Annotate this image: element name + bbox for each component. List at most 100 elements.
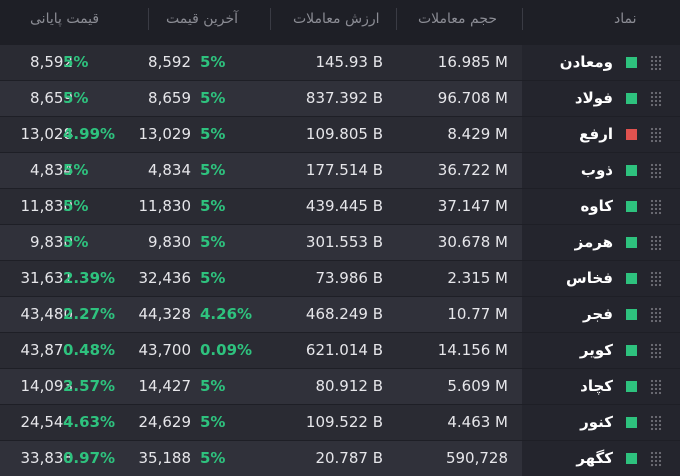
trade-volume: 14.156 M xyxy=(437,341,508,359)
trade-value: 621.014 B xyxy=(305,341,383,359)
last-change-percent: 5% xyxy=(200,197,226,215)
status-square-icon xyxy=(626,201,637,212)
final-price: 31,631 xyxy=(20,269,74,287)
trade-value: 80.912 B xyxy=(315,377,383,395)
table-body: 8,592 5% 8,592 5% 145.93 B 16.985 M ومعادن 8,65… xyxy=(0,44,680,476)
drag-handle-icon[interactable] xyxy=(650,307,662,323)
drag-handle-icon[interactable] xyxy=(650,235,662,251)
last-change-percent: 4.26% xyxy=(200,305,253,323)
trade-volume: 10.77 M xyxy=(447,305,508,323)
last-change-percent: 0.09% xyxy=(200,341,253,359)
drag-handle-icon[interactable] xyxy=(650,127,662,143)
table-row[interactable]: 8,592 5% 8,592 5% 145.93 B 16.985 M ومعادن xyxy=(0,44,680,80)
status-square-icon xyxy=(626,309,637,320)
drag-handle-icon[interactable] xyxy=(650,271,662,287)
table-row[interactable]: 43,870 0.48% 43,700 0.09% 621.014 B 14.156 M ک… xyxy=(0,332,680,368)
final-price: 8,592 xyxy=(30,53,73,71)
final-price: 43,870 xyxy=(20,341,74,359)
table-row[interactable]: 9,830 5% 9,830 5% 301.553 B 30.678 M هرمز xyxy=(0,224,680,260)
final-change-percent: 5% xyxy=(63,233,89,251)
symbol-name[interactable]: کویر xyxy=(579,341,613,359)
last-price: 11,830 xyxy=(138,197,192,215)
trade-value: 177.514 B xyxy=(305,161,383,179)
drag-handle-icon[interactable] xyxy=(650,343,662,359)
header-last-price[interactable]: آخرین قیمت xyxy=(166,11,239,27)
trade-value: 109.805 B xyxy=(305,125,383,143)
header-value[interactable]: ارزش معاملات xyxy=(293,11,380,27)
final-price: 33,838 xyxy=(20,449,74,467)
final-change-percent: 2.39% xyxy=(63,269,116,287)
last-price: 43,700 xyxy=(138,341,192,359)
last-price: 9,830 xyxy=(148,233,191,251)
trade-value: 73.986 B xyxy=(315,269,383,287)
table-header: نماد حجم معاملات ارزش معاملات آخرین قیمت… xyxy=(0,0,680,38)
drag-handle-icon[interactable] xyxy=(650,55,662,71)
final-price: 14,093 xyxy=(20,377,74,395)
symbol-name[interactable]: ذوب xyxy=(580,161,613,179)
table-row[interactable]: 31,631 2.39% 32,436 5% 73.986 B 2.315 M فخاس xyxy=(0,260,680,296)
header-divider xyxy=(522,8,523,30)
last-price: 8,592 xyxy=(148,53,191,71)
drag-handle-icon[interactable] xyxy=(650,379,662,395)
table-row[interactable]: 11,830 5% 11,830 5% 439.445 B 37.147 M کاوه xyxy=(0,188,680,224)
status-square-icon xyxy=(626,165,637,176)
symbol-name[interactable]: فولاد xyxy=(574,89,613,107)
header-symbol[interactable]: نماد xyxy=(614,11,637,27)
symbol-name[interactable]: ارفع xyxy=(579,125,613,143)
final-change-percent: 5% xyxy=(63,53,89,71)
symbol-name[interactable]: کگهر xyxy=(576,449,613,467)
status-square-icon xyxy=(626,273,637,284)
trade-value: 109.522 B xyxy=(305,413,383,431)
drag-handle-icon[interactable] xyxy=(650,91,662,107)
symbol-name[interactable]: فجر xyxy=(583,305,613,323)
last-change-percent: 5% xyxy=(200,233,226,251)
trade-value: 837.392 B xyxy=(305,89,383,107)
last-price: 14,427 xyxy=(138,377,192,395)
table-row[interactable]: 14,093 2.57% 14,427 5% 80.912 B 5.609 M کچاد xyxy=(0,368,680,404)
symbol-name[interactable]: کاوه xyxy=(580,197,613,215)
trade-volume: 8.429 M xyxy=(447,125,508,143)
header-final-price[interactable]: قیمت پایانی xyxy=(30,11,100,27)
last-change-percent: 5% xyxy=(200,377,226,395)
symbol-name[interactable]: کنور xyxy=(580,413,613,431)
status-square-icon xyxy=(626,129,637,140)
trade-volume: 36.722 M xyxy=(437,161,508,179)
last-price: 32,436 xyxy=(138,269,192,287)
last-price: 13,029 xyxy=(138,125,192,143)
drag-handle-icon[interactable] xyxy=(650,199,662,215)
final-price: 11,830 xyxy=(20,197,74,215)
trade-volume: 2.315 M xyxy=(447,269,508,287)
drag-handle-icon[interactable] xyxy=(650,415,662,431)
header-divider xyxy=(270,8,271,30)
last-price: 24,629 xyxy=(138,413,192,431)
header-volume[interactable]: حجم معاملات xyxy=(418,11,498,27)
table-row[interactable]: 13,028 4.99% 13,029 5% 109.805 B 8.429 M ارفع xyxy=(0,116,680,152)
last-change-percent: 5% xyxy=(200,413,226,431)
table-row[interactable]: 33,838 0.97% 35,188 5% 20.787 B 590,728 کگهر xyxy=(0,440,680,476)
header-divider xyxy=(148,8,149,30)
trade-value: 439.445 B xyxy=(305,197,383,215)
table-row[interactable]: 4,834 5% 4,834 5% 177.514 B 36.722 M ذوب xyxy=(0,152,680,188)
header-divider xyxy=(396,8,397,30)
symbol-name[interactable]: ومعادن xyxy=(559,53,613,71)
final-change-percent: 5% xyxy=(63,89,89,107)
table-row[interactable]: 8,659 5% 8,659 5% 837.392 B 96.708 M فولاد xyxy=(0,80,680,116)
table-row[interactable]: 43,480 2.27% 44,328 4.26% 468.249 B 10.77 M فج… xyxy=(0,296,680,332)
table-row[interactable]: 24,544 4.63% 24,629 5% 109.522 B 4.463 M کنور xyxy=(0,404,680,440)
status-square-icon xyxy=(626,237,637,248)
drag-handle-icon[interactable] xyxy=(650,451,662,467)
final-change-percent: 4.63% xyxy=(63,413,116,431)
last-price: 8,659 xyxy=(148,89,191,107)
symbol-name[interactable]: کچاد xyxy=(580,377,613,395)
trade-volume: 16.985 M xyxy=(437,53,508,71)
trade-value: 468.249 B xyxy=(305,305,383,323)
symbol-name[interactable]: فخاس xyxy=(566,269,613,287)
final-price: 9,830 xyxy=(30,233,73,251)
final-price: 43,480 xyxy=(20,305,74,323)
symbol-name[interactable]: هرمز xyxy=(574,233,613,251)
drag-handle-icon[interactable] xyxy=(650,163,662,179)
final-price: 4,834 xyxy=(30,161,73,179)
last-change-percent: 5% xyxy=(200,161,226,179)
trade-volume: 590,728 xyxy=(445,449,508,467)
